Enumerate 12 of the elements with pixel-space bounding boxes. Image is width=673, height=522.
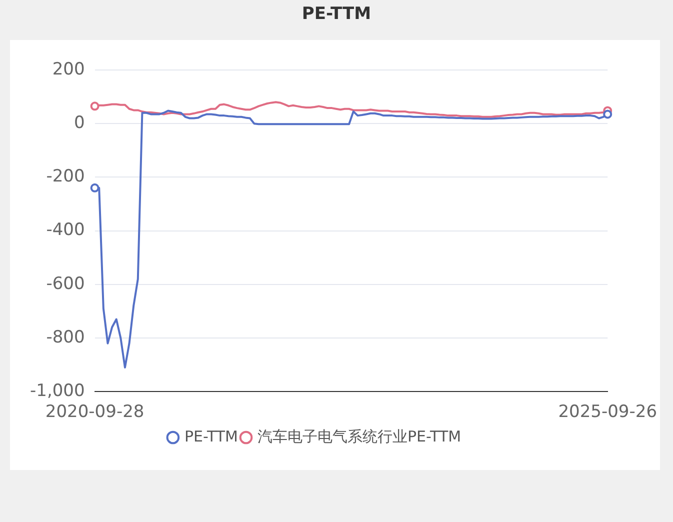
chart-title: PE-TTM: [300, 4, 372, 24]
legend-label: 汽车电子电气系统行业PE-TTM: [258, 427, 462, 446]
y-tick-label: -200: [46, 166, 85, 187]
y-tick-label: 0: [74, 113, 85, 134]
y-tick-label: 200: [52, 59, 85, 80]
x-tick-label: 2020-09-28: [45, 402, 144, 422]
y-tick-label: -400: [46, 220, 85, 240]
x-tick-label: 2025-09-26: [558, 402, 657, 422]
y-tick-label: -600: [46, 274, 85, 294]
y-tick-label: -1,000: [30, 381, 85, 402]
y-tick-label: -800: [46, 327, 85, 348]
legend-label: PE-TTM: [184, 427, 238, 446]
